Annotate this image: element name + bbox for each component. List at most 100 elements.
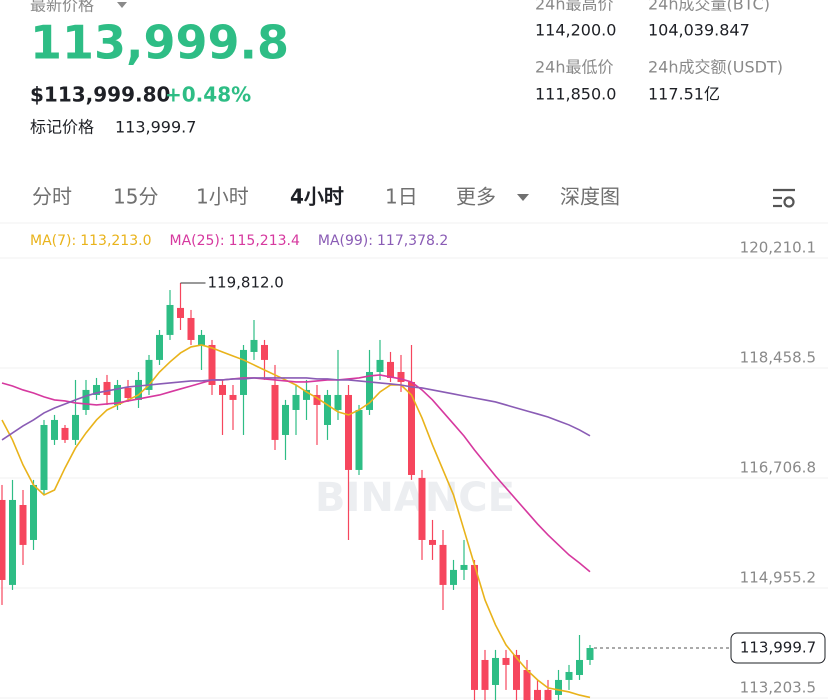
candle-body: [502, 657, 510, 665]
legend-name: MA(25):: [169, 233, 224, 249]
price-change: +0.48%: [165, 83, 251, 107]
stat-value: 111,850.0: [535, 85, 616, 104]
candle-body: [103, 381, 111, 395]
candle-body: [492, 657, 499, 685]
stat-title: 24h最低价: [535, 58, 614, 77]
candle-body: [9, 499, 16, 585]
candle-body: [334, 394, 342, 410]
candle-body: [51, 419, 58, 440]
y-tick-label: 120,210.1: [740, 239, 816, 257]
stat-value: 104,039.847: [648, 21, 750, 40]
candle-body: [61, 427, 69, 440]
candle-body: [313, 394, 321, 405]
y-tick-label: 116,706.8: [740, 459, 816, 477]
candle-body: [439, 544, 447, 585]
candle-body: [30, 484, 37, 540]
stat-title: 24h成交量(BTC): [648, 0, 770, 14]
candle-body: [460, 564, 468, 570]
price-label: 113,999.7: [740, 639, 816, 657]
y-tick-label: 113,203.5: [740, 679, 816, 697]
candle-body: [156, 334, 163, 360]
tab[interactable]: 1日: [385, 185, 418, 209]
candle-body: [40, 424, 48, 490]
candle-body: [376, 359, 384, 372]
candle-body: [345, 394, 352, 470]
candle-body: [471, 564, 478, 690]
candle-body: [387, 361, 394, 378]
y-tick-label: 114,955.2: [740, 568, 816, 586]
candle-body: [135, 379, 142, 400]
candle-body: [429, 539, 436, 545]
candle-body: [303, 389, 310, 400]
candle-body: [250, 339, 258, 352]
candle-body: [534, 689, 541, 700]
tab[interactable]: 15分: [113, 185, 158, 209]
last-price-title: 最新价格: [30, 0, 94, 15]
legend-name: MA(99):: [318, 233, 373, 249]
tab[interactable]: 分时: [32, 185, 72, 209]
candle-body: [261, 344, 268, 360]
legend-value: 117,378.2: [377, 233, 448, 249]
candle-body: [397, 371, 405, 382]
ma-line: [1, 377, 591, 441]
legend-name: MA(7):: [30, 233, 76, 249]
stat-title: 24h成交额(USDT): [648, 58, 783, 77]
tab[interactable]: 4小时: [290, 185, 344, 209]
settings-icon[interactable]: [773, 188, 795, 208]
candle-body: [124, 387, 132, 398]
candle-body: [576, 659, 583, 675]
watermark: BINANCE: [315, 475, 515, 521]
stat-title: 24h最高价: [535, 0, 614, 14]
candle-body: [355, 409, 363, 470]
candle-body: [366, 371, 373, 410]
ma-line: [1, 344, 591, 699]
candle-body: [418, 477, 426, 540]
candle-body: [72, 414, 79, 440]
candle-body: [544, 689, 552, 700]
candle-body: [219, 384, 226, 395]
usd-price: $113,999.80: [30, 83, 170, 107]
candle-body: [114, 384, 121, 405]
candle-body: [19, 504, 27, 545]
chart: BINANCE 120,210.1 118,458.5 116,706.8 114,95…: [0, 233, 828, 700]
candle-body: [481, 659, 489, 690]
more-arrow: [517, 194, 529, 201]
dropdown-arrow: [117, 2, 127, 8]
candle-body: [177, 307, 184, 318]
candle-body: [82, 389, 90, 410]
tab[interactable]: 更多: [456, 185, 496, 209]
candle-body: [565, 671, 573, 680]
candle-body: [513, 654, 520, 690]
tab[interactable]: 深度图: [560, 185, 620, 209]
candle-body: [145, 359, 153, 390]
candle-body: [240, 349, 247, 395]
max-label: 119,812.0: [208, 274, 284, 292]
candle-body: [450, 569, 457, 585]
candle-body: [166, 304, 174, 335]
mark-price: 113,999.7: [115, 118, 196, 137]
price-box: [730, 632, 826, 664]
candle-body: [271, 384, 279, 440]
last-price: 113,999.8: [30, 16, 289, 70]
stat-value: 114,200.0: [535, 21, 616, 40]
tab[interactable]: 1小时: [196, 185, 249, 209]
candle-body: [208, 344, 216, 385]
candle-body: [324, 394, 331, 425]
candle-body: [282, 404, 289, 435]
candle-body: [93, 384, 100, 395]
stat-value: 117.51亿: [648, 85, 720, 104]
legend-value: 115,213.4: [229, 233, 300, 249]
candle-body: [198, 334, 205, 345]
y-tick-label: 118,458.5: [740, 348, 816, 366]
candle-body: [229, 394, 237, 400]
candle-body: [0, 499, 6, 580]
candle-body: [555, 679, 562, 695]
candle-body: [586, 648, 594, 660]
candle-body: [187, 317, 195, 340]
candle-body: [408, 381, 415, 475]
mark-price-title: 标记价格: [30, 118, 94, 137]
ma-line: [1, 374, 591, 573]
candle-body: [292, 394, 300, 410]
